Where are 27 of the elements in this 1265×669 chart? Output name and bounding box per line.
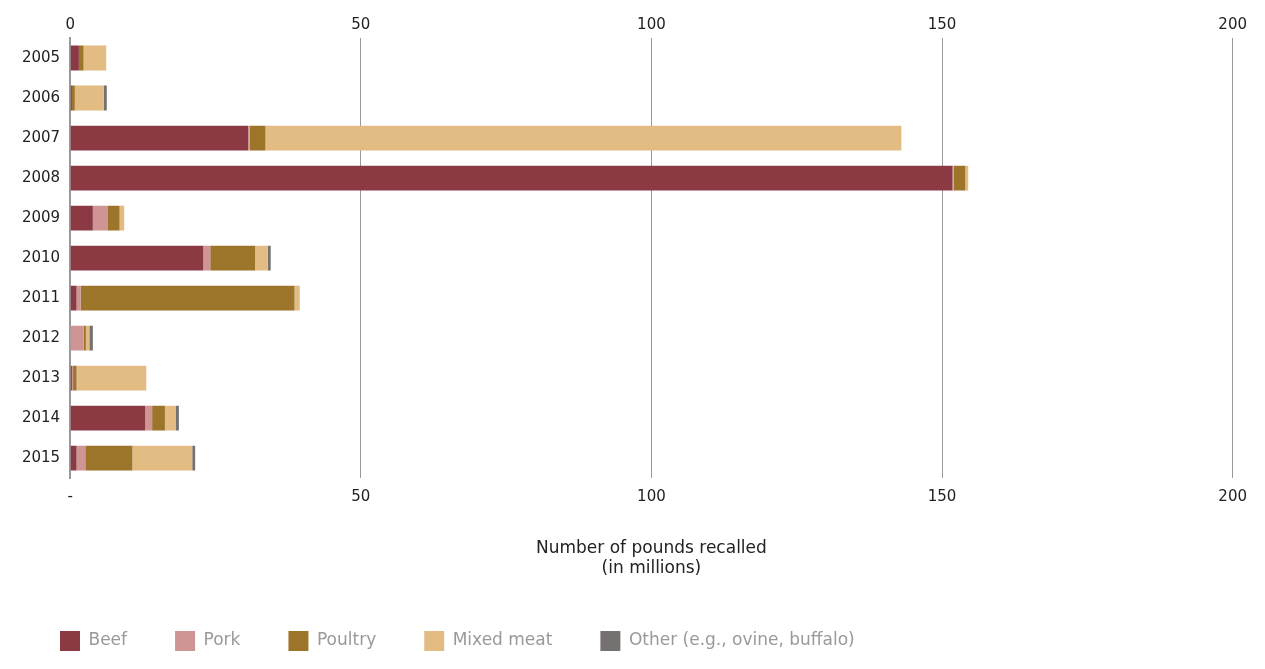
y-tick-label: 2008 <box>21 167 61 186</box>
y-tick-label: 2012 <box>21 328 61 347</box>
x-axis-title: Number of pounds recalled (in millions) <box>536 536 767 578</box>
y-tick-label: 2013 <box>21 368 61 387</box>
y-tick-label: 2007 <box>21 127 61 146</box>
y-tick-label: 2006 <box>21 87 61 106</box>
x2-tick-label: 150 <box>927 14 957 33</box>
y-tick-label: 2005 <box>21 47 61 66</box>
y-tick-label: 2010 <box>21 247 61 266</box>
x-tick-label: 100 <box>637 487 666 506</box>
legend-label: Other (e.g., ovine, buffalo) <box>628 629 855 650</box>
x2-tick-label: 100 <box>637 14 666 33</box>
x2-tick-label: 200 <box>1218 14 1248 33</box>
y-tick-label: 2011 <box>21 288 61 307</box>
legend-label: Mixed meat <box>452 629 553 650</box>
y-tick-label: 2009 <box>21 207 61 226</box>
x-tick-label: 150 <box>927 487 957 506</box>
x-tick-label: 50 <box>351 487 371 506</box>
x2-tick-label: 50 <box>351 14 371 33</box>
legend-label: Beef <box>88 629 129 650</box>
x-tick-label: - <box>67 487 73 506</box>
y-tick-label: 2014 <box>21 408 61 427</box>
legend-label: Poultry <box>316 629 377 650</box>
x-tick-label: 200 <box>1218 487 1248 506</box>
y-tick-label: 2015 <box>21 448 61 467</box>
x2-tick-label: 0 <box>65 14 75 33</box>
legend-label: Pork <box>203 629 241 650</box>
